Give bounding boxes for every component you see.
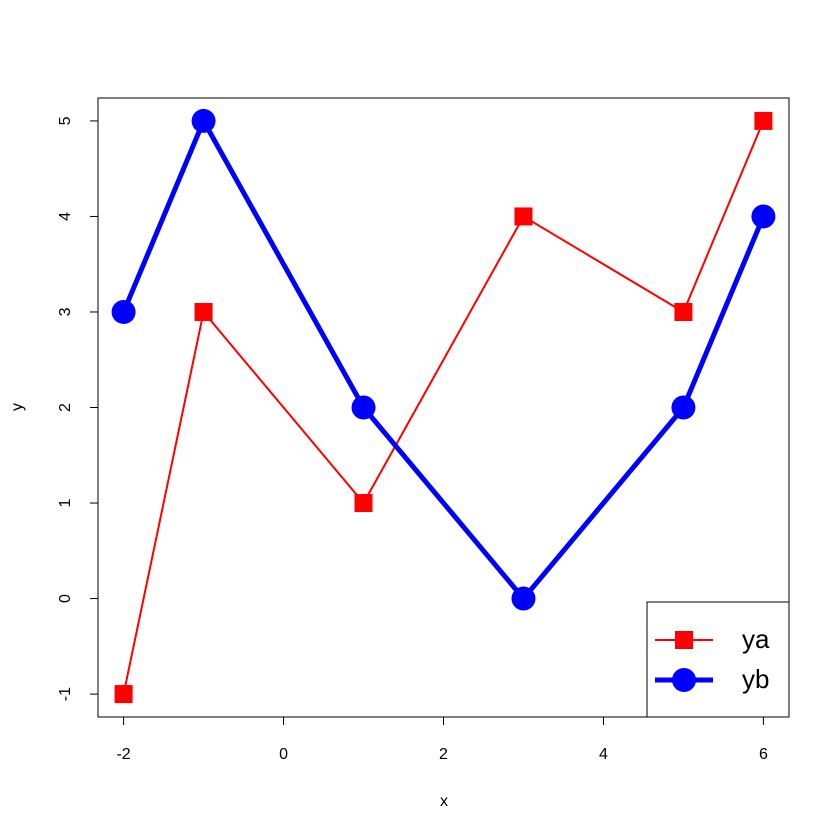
legend-label: yb — [742, 664, 769, 694]
series-line — [121, 118, 766, 602]
y-tick-label: 5 — [57, 116, 74, 125]
x-tick-label: 2 — [439, 746, 448, 763]
point — [511, 586, 536, 611]
series-line — [122, 120, 765, 695]
legend-marker — [672, 668, 696, 692]
point — [194, 302, 213, 321]
point — [111, 299, 136, 324]
point — [351, 395, 376, 420]
y-tick-label: 2 — [57, 403, 74, 412]
x-tick-label: 0 — [279, 746, 288, 763]
y-tick-label: 3 — [57, 307, 74, 316]
point — [514, 207, 533, 226]
point — [671, 395, 696, 420]
y-tick-label: 0 — [57, 594, 74, 603]
point — [114, 685, 133, 704]
legend-marker — [675, 631, 693, 649]
y-tick-label: -1 — [57, 687, 74, 701]
legend-box — [646, 601, 790, 718]
y-axis-label: y — [9, 403, 26, 411]
point — [674, 302, 693, 321]
point — [191, 108, 216, 133]
legend: ya yb — [646, 601, 790, 718]
point — [751, 204, 776, 229]
point — [354, 494, 373, 513]
x-tick-label: 6 — [759, 746, 768, 763]
x-axis-label: x — [440, 793, 448, 810]
y-tick-label: 4 — [57, 212, 74, 221]
y-tick-label: 1 — [57, 498, 74, 507]
legend-label: ya — [742, 624, 770, 654]
x-tick-label: 4 — [599, 746, 608, 763]
point — [754, 111, 773, 130]
x-tick-label: -2 — [116, 746, 130, 763]
